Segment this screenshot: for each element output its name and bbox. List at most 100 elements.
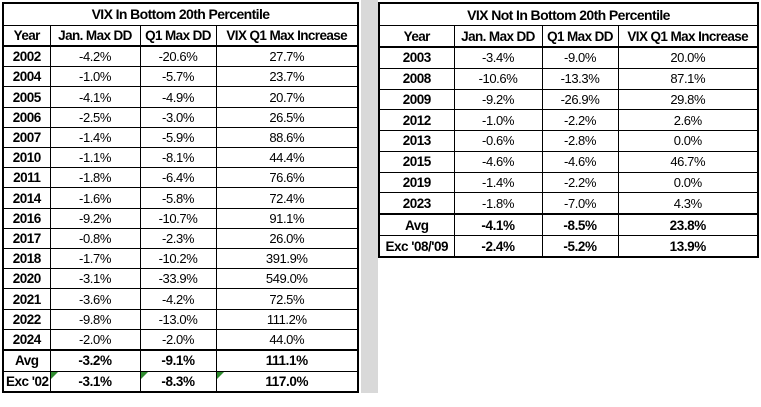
value-cell: 72.4% xyxy=(215,187,359,209)
value-cell: 2.6% xyxy=(617,109,759,132)
value-cell: -26.9% xyxy=(541,88,619,111)
year-cell: 2008 xyxy=(378,67,455,90)
column-header-row: Year Jan. Max DD Q1 Max DD VIX Q1 Max Incre… xyxy=(2,24,359,47)
value-cell: 29.8% xyxy=(617,88,759,111)
year-cell: 2009 xyxy=(378,88,455,111)
value-cell: -2.0% xyxy=(49,328,141,351)
column-gap-strip xyxy=(361,0,378,393)
value-cell: -4.1% xyxy=(49,86,141,108)
value-cell: -9.2% xyxy=(453,88,543,111)
value-cell: -3.1% xyxy=(49,268,141,290)
table-row: 2007 -1.4% -5.9% 88.6% xyxy=(2,126,359,149)
value-cell: 549.0% xyxy=(215,268,359,290)
value-cell: 88.6% xyxy=(215,126,359,149)
value-cell: -1.8% xyxy=(49,167,141,189)
value-cell: 91.1% xyxy=(215,207,359,229)
value-cell: -1.0% xyxy=(49,66,141,88)
year-cell: 2014 xyxy=(2,187,51,209)
year-cell: 2006 xyxy=(2,106,51,128)
table-row: 2022 -9.8% -13.0% 111.2% xyxy=(2,308,359,330)
year-cell: 2013 xyxy=(378,130,455,152)
value-cell: -9.2% xyxy=(49,207,141,229)
year-cell: 2024 xyxy=(2,328,51,351)
value-cell: 23.7% xyxy=(215,66,359,88)
value-cell: -4.2% xyxy=(49,45,141,68)
year-cell: 2002 xyxy=(2,45,51,68)
table-row: 2018 -1.7% -10.2% 391.9% xyxy=(2,248,359,270)
table-row: 2002 -4.2% -20.6% 27.7% xyxy=(2,45,359,68)
summary-value-cell: 117.0% xyxy=(215,370,359,393)
table-title: VIX In Bottom 20th Percentile xyxy=(2,2,359,26)
table-row: 2003 -3.4% -9.0% 20.0% xyxy=(378,46,759,69)
column-header: Q1 Max DD xyxy=(139,24,217,47)
summary-row: Avg -3.2% -9.1% 111.1% xyxy=(2,349,359,372)
summary-value-cell: -4.1% xyxy=(453,213,543,237)
value-cell: 87.1% xyxy=(617,67,759,90)
value-cell: -3.4% xyxy=(453,46,543,69)
value-cell: -7.0% xyxy=(541,192,619,215)
table-title-row: VIX Not In Bottom 20th Percentile xyxy=(378,2,759,27)
year-cell: 2012 xyxy=(378,109,455,132)
year-cell: 2018 xyxy=(2,248,51,270)
year-cell: 2010 xyxy=(2,147,51,169)
summary-row: Exc '02 -3.1% -8.3% 117.0% xyxy=(2,370,359,393)
value-cell: 26.5% xyxy=(215,106,359,128)
year-cell: 2015 xyxy=(378,150,455,173)
value-cell: -4.6% xyxy=(453,150,543,173)
value-cell: -8.1% xyxy=(139,147,217,169)
vix-bottom-20th-table: VIX In Bottom 20th Percentile Year Jan. Ma… xyxy=(2,2,359,393)
summary-value-cell: -3.1% xyxy=(49,370,141,393)
value-cell: -1.7% xyxy=(49,248,141,270)
value-cell: -0.8% xyxy=(49,227,141,250)
value-cell: -4.6% xyxy=(541,150,619,173)
table-row: 2009 -9.2% -26.9% 29.8% xyxy=(378,88,759,111)
value-cell: 76.6% xyxy=(215,167,359,189)
year-cell: 2003 xyxy=(378,46,455,69)
summary-label-cell: Avg xyxy=(378,213,455,237)
summary-label-cell: Exc '02 xyxy=(2,370,51,393)
value-cell: -1.6% xyxy=(49,187,141,209)
column-header: Jan. Max DD xyxy=(453,25,543,49)
year-cell: 2021 xyxy=(2,288,51,310)
column-header: Q1 Max DD xyxy=(541,25,619,49)
value-cell: -0.6% xyxy=(453,130,543,152)
year-cell: 2016 xyxy=(2,207,51,229)
summary-row: Exc '08/'09 -2.4% -5.2% 13.9% xyxy=(378,235,759,258)
table-row: 2011 -1.8% -6.4% 76.6% xyxy=(2,167,359,189)
value-cell: 26.0% xyxy=(215,227,359,250)
value-cell: -1.4% xyxy=(49,126,141,149)
table-row: 2008 -10.6% -13.3% 87.1% xyxy=(378,67,759,90)
column-header: VIX Q1 Max Increase xyxy=(215,24,359,47)
table-row: 2024 -2.0% -2.0% 44.0% xyxy=(2,328,359,351)
value-cell: -5.7% xyxy=(139,66,217,88)
table-row: 2023 -1.8% -7.0% 4.3% xyxy=(378,192,759,215)
formula-flag-icon xyxy=(51,372,58,379)
formula-flag-icon xyxy=(141,372,148,379)
value-cell: 20.7% xyxy=(215,86,359,108)
year-cell: 2020 xyxy=(2,268,51,290)
value-cell: -10.7% xyxy=(139,207,217,229)
column-header: Jan. Max DD xyxy=(49,24,141,47)
value-cell: -33.9% xyxy=(139,268,217,290)
value-cell: -1.0% xyxy=(453,109,543,132)
summary-value-cell: -9.1% xyxy=(139,349,217,372)
table-title: VIX Not In Bottom 20th Percentile xyxy=(378,2,759,27)
value-cell: -10.2% xyxy=(139,248,217,270)
table-row: 2017 -0.8% -2.3% 26.0% xyxy=(2,227,359,250)
value-cell: 391.9% xyxy=(215,248,359,270)
table-row: 2013 -0.6% -2.8% 0.0% xyxy=(378,130,759,152)
value-cell: 44.4% xyxy=(215,147,359,169)
table-title-row: VIX In Bottom 20th Percentile xyxy=(2,2,359,26)
value-cell: -2.2% xyxy=(541,109,619,132)
value-cell: 0.0% xyxy=(617,130,759,152)
table-row: 2010 -1.1% -8.1% 44.4% xyxy=(2,147,359,169)
value-cell: -2.5% xyxy=(49,106,141,128)
value-cell: -9.0% xyxy=(541,46,619,69)
table-row: 2019 -1.4% -2.2% 0.0% xyxy=(378,171,759,194)
table-row: 2005 -4.1% -4.9% 20.7% xyxy=(2,86,359,108)
value-cell: -2.3% xyxy=(139,227,217,250)
value-cell: -10.6% xyxy=(453,67,543,90)
value-cell: -2.2% xyxy=(541,171,619,194)
value-cell: -1.8% xyxy=(453,192,543,215)
